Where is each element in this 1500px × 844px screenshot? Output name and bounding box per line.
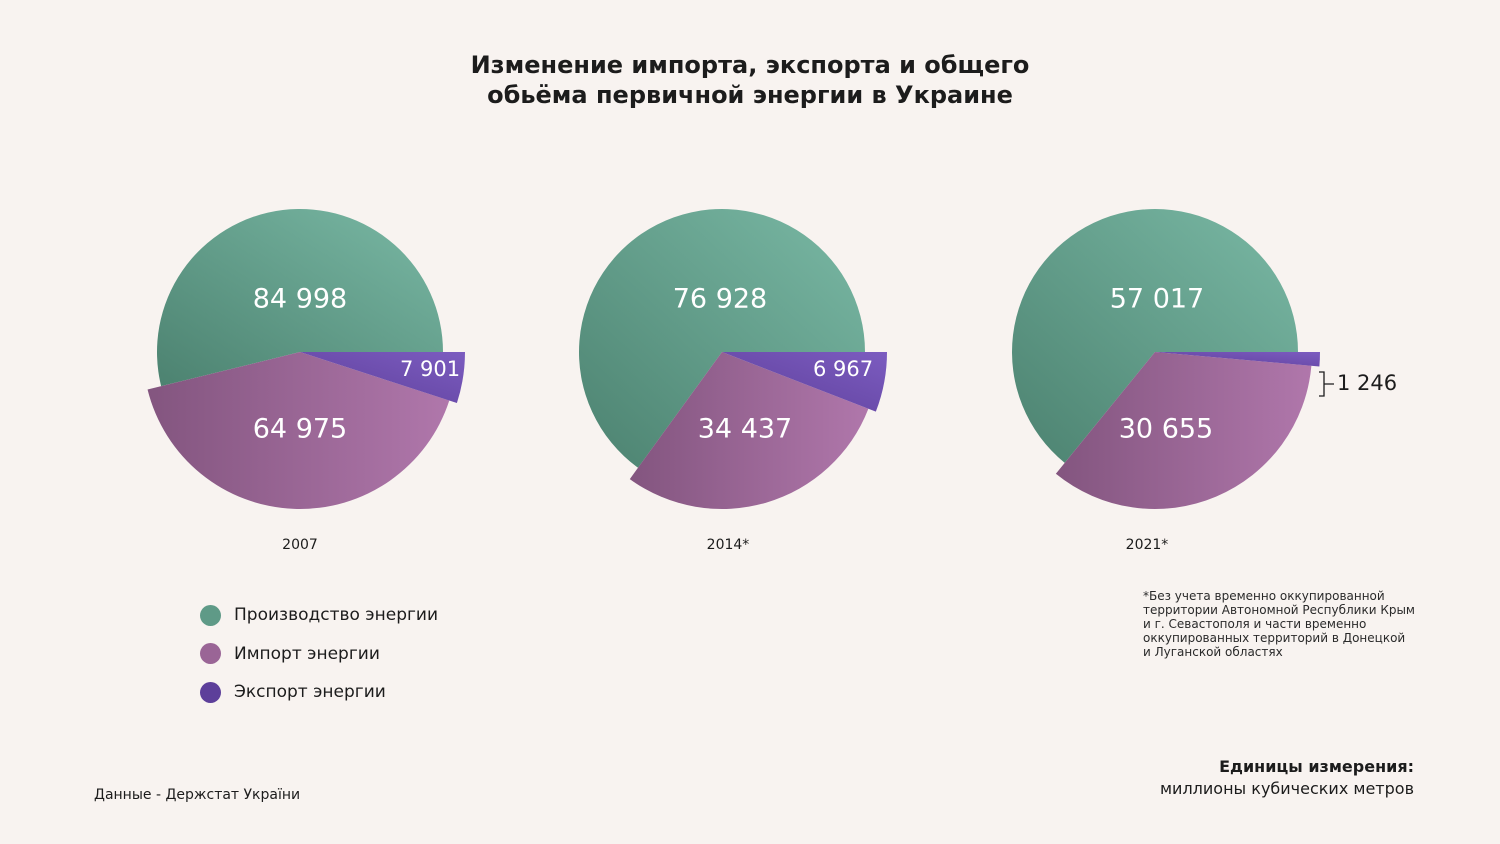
legend-label-export: Экспорт энергии	[234, 682, 386, 703]
legend-item-production: Производство энергии	[200, 596, 438, 635]
value-label-import: 64 975	[253, 414, 347, 445]
slice-import	[147, 352, 450, 509]
pie-charts: 84 998 64 975 7 901 2007 76 928 34 437 6 967 20…	[147, 208, 1397, 553]
legend: Производство энергии Импорт энергии Эксп…	[200, 596, 438, 712]
value-label-production: 84 998	[253, 284, 347, 315]
legend-item-export: Экспорт энергии	[200, 673, 438, 712]
slice-export	[300, 352, 465, 404]
footnote-line-1: *Без учета временно оккупированной	[1143, 589, 1385, 603]
footnote-line-2: территории Автономной Республики Крым	[1143, 603, 1415, 617]
value-label-export: 6 967	[813, 357, 873, 381]
legend-item-import: Импорт энергии	[200, 635, 438, 674]
pie-2021: 57 017 30 655 1 246 2021*	[1012, 209, 1397, 553]
slice-import	[629, 352, 869, 510]
legend-swatch-import	[200, 643, 221, 665]
chart-title-line-2: обьёма первичной энергии в Украине	[487, 81, 1013, 109]
year-label: 2021*	[1126, 537, 1169, 553]
year-label: 2007	[282, 537, 318, 553]
value-label-production: 76 928	[673, 284, 767, 315]
export-label-bracket	[1319, 371, 1334, 397]
slice-export	[1155, 352, 1320, 367]
chart-title-line-1: Изменение импорта, экспорта и общего	[470, 51, 1030, 79]
footnote: *Без учета временно оккупированной терри…	[1143, 589, 1473, 659]
slice-export	[722, 352, 887, 412]
slice-production	[1012, 209, 1298, 463]
chart-title: Изменение импорта, экспорта и общего обь…	[0, 50, 1500, 110]
year-label: 2014*	[707, 537, 750, 553]
value-label-import: 34 437	[698, 414, 792, 445]
units-value: миллионы кубических метров	[1159, 779, 1414, 798]
legend-swatch-export	[200, 681, 221, 703]
slice-production	[579, 208, 865, 468]
footnote-line-3: и г. Севастополя и части временно	[1143, 617, 1367, 631]
legend-swatch-production	[200, 604, 221, 626]
value-label-import: 30 655	[1119, 414, 1213, 445]
footnote-line-4: оккупированных территорий в Донецкой	[1143, 631, 1406, 645]
units-title: Единицы измерения:	[1219, 757, 1414, 776]
pie-2007: 84 998 64 975 7 901 2007	[147, 209, 465, 553]
value-label-export: 7 901	[400, 357, 460, 381]
units-note: Единицы измерения: миллионы кубических м…	[1160, 756, 1414, 800]
source-credit: Данные - Держстат України	[94, 787, 301, 803]
pie-2014: 76 928 34 437 6 967 2014*	[579, 208, 887, 553]
slice-import	[1055, 352, 1312, 510]
footnote-line-5: и Луганской областях	[1143, 645, 1283, 659]
value-label-export: 1 246	[1337, 371, 1397, 395]
legend-label-production: Производство энергии	[234, 605, 439, 626]
legend-label-import: Импорт энергии	[234, 643, 380, 664]
slice-production	[157, 209, 443, 387]
value-label-production: 57 017	[1110, 284, 1204, 315]
